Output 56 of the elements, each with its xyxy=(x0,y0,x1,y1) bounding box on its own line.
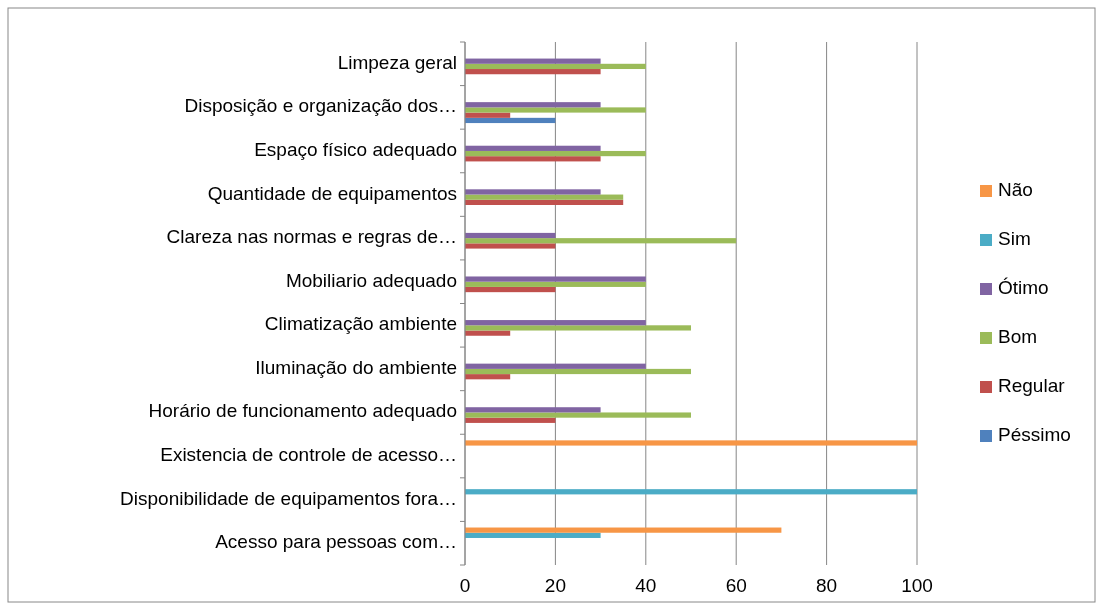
x-tick-label: 80 xyxy=(816,575,838,597)
legend-label: Péssimo xyxy=(998,424,1071,446)
bar xyxy=(465,150,646,157)
bar xyxy=(465,199,624,205)
x-tick-label: 0 xyxy=(459,575,471,597)
bar xyxy=(465,440,917,446)
bar xyxy=(465,112,511,118)
y-tick-label: Disposição e organização dos… xyxy=(184,95,457,117)
x-tick-label: 40 xyxy=(635,575,657,597)
y-tick-label: Mobiliario adequado xyxy=(285,269,457,291)
bar xyxy=(465,232,556,239)
bar xyxy=(465,417,556,423)
bar xyxy=(465,102,601,108)
legend-label: Ótimo xyxy=(998,277,1049,299)
legend-label: Regular xyxy=(998,375,1066,397)
bar xyxy=(465,238,737,244)
legend-label: Bom xyxy=(998,326,1038,348)
bar xyxy=(465,194,624,200)
y-tick-label: Iluminação do ambiente xyxy=(255,356,457,378)
bar xyxy=(465,532,601,538)
bar xyxy=(465,368,691,375)
bar xyxy=(465,107,646,113)
legend-label: Não xyxy=(998,179,1033,201)
bar xyxy=(465,407,601,413)
y-tick-label: Disponibilidade de equipamentos fora… xyxy=(120,487,457,509)
bar xyxy=(465,69,601,75)
bar xyxy=(465,412,691,418)
bar xyxy=(465,363,646,369)
bar xyxy=(465,281,646,287)
y-tick-label: Climatização ambiente xyxy=(264,313,457,335)
bar xyxy=(465,325,691,331)
legend-label: Sim xyxy=(998,228,1031,250)
bar xyxy=(465,63,646,70)
y-tick-label: Acesso para pessoas com… xyxy=(215,531,457,553)
bar xyxy=(465,276,646,282)
bar xyxy=(465,189,601,195)
bar xyxy=(465,117,556,124)
x-tick-label: 100 xyxy=(901,575,933,597)
bar xyxy=(465,374,511,380)
bar xyxy=(465,58,601,64)
bar xyxy=(465,243,556,249)
x-tick-label: 60 xyxy=(725,575,747,597)
y-tick-label: Existencia de controle de acesso… xyxy=(160,444,457,466)
y-tick-label: Quantidade de equipamentos xyxy=(207,182,457,204)
bar xyxy=(465,527,782,533)
y-tick-label: Limpeza geral xyxy=(337,51,457,73)
bar xyxy=(465,286,556,293)
bar xyxy=(465,489,917,495)
y-tick-label: Clareza nas normas e regras de… xyxy=(166,226,457,248)
y-tick-label: Espaço físico adequado xyxy=(254,138,457,160)
bar xyxy=(465,145,601,151)
y-tick-label: Horário de funcionamento adequado xyxy=(148,400,457,422)
x-tick-label: 20 xyxy=(544,575,566,597)
bar xyxy=(465,330,511,336)
bar xyxy=(465,156,601,162)
bar xyxy=(465,320,646,326)
